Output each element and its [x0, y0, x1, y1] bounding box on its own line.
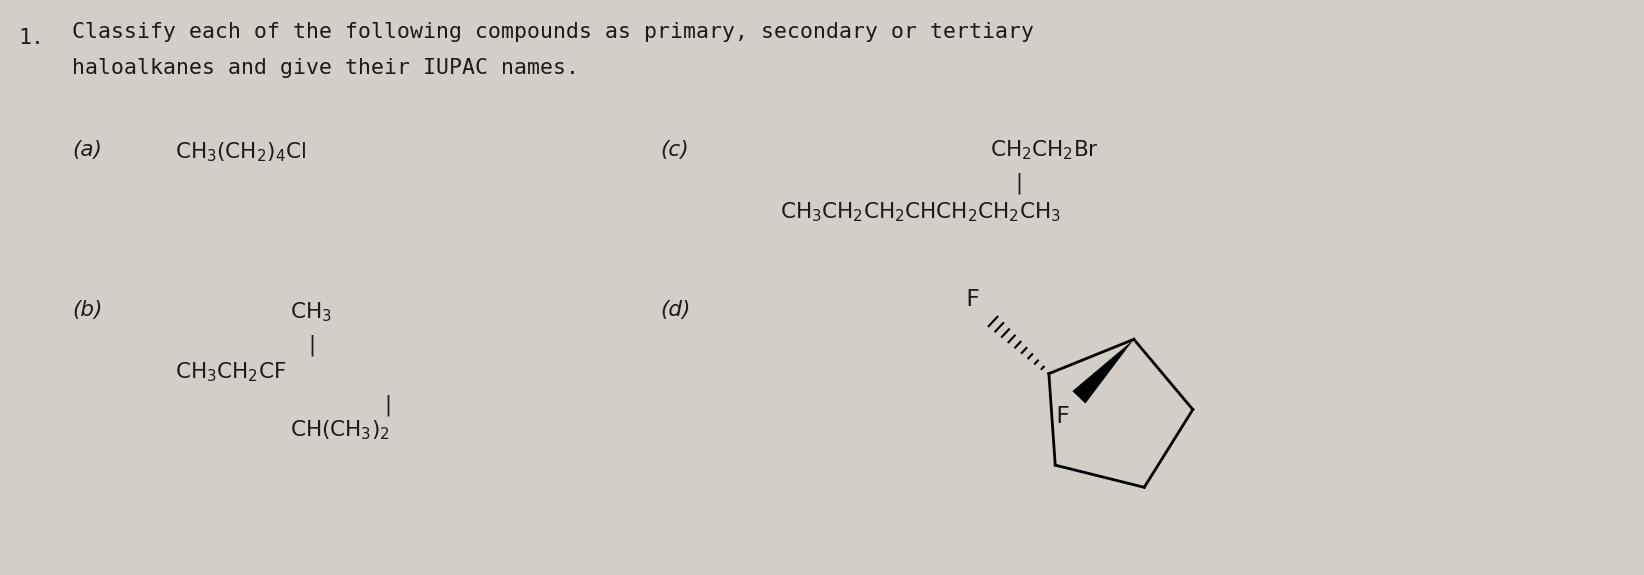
Text: 1.: 1.: [18, 28, 44, 48]
Text: F: F: [1055, 405, 1069, 428]
Text: $\mathregular{CH(CH_3)_2}$: $\mathregular{CH(CH_3)_2}$: [289, 418, 390, 442]
Text: $\mathregular{CH_3CH_2CF}$: $\mathregular{CH_3CH_2CF}$: [174, 360, 286, 384]
Text: $\mathregular{CH_3CH_2CH_2CHCH_2CH_2CH_3}$: $\mathregular{CH_3CH_2CH_2CHCH_2CH_2CH_3…: [779, 200, 1060, 224]
Text: |: |: [381, 394, 395, 416]
Text: (d): (d): [659, 300, 690, 320]
Text: $\mathregular{CH_3(CH_2)_4Cl}$: $\mathregular{CH_3(CH_2)_4Cl}$: [174, 140, 306, 164]
Text: $\mathregular{CH_2CH_2Br}$: $\mathregular{CH_2CH_2Br}$: [990, 138, 1098, 162]
Text: (a): (a): [72, 140, 102, 160]
Text: haloalkanes and give their IUPAC names.: haloalkanes and give their IUPAC names.: [72, 58, 579, 78]
Text: (b): (b): [72, 300, 102, 320]
Text: |: |: [1013, 172, 1024, 194]
Text: (c): (c): [659, 140, 689, 160]
Text: $\mathregular{CH_3}$: $\mathregular{CH_3}$: [289, 300, 332, 324]
Text: |: |: [306, 335, 317, 356]
Text: Classify each of the following compounds as primary, secondary or tertiary: Classify each of the following compounds…: [72, 22, 1034, 42]
Polygon shape: [1072, 339, 1134, 404]
Text: F: F: [965, 288, 978, 310]
